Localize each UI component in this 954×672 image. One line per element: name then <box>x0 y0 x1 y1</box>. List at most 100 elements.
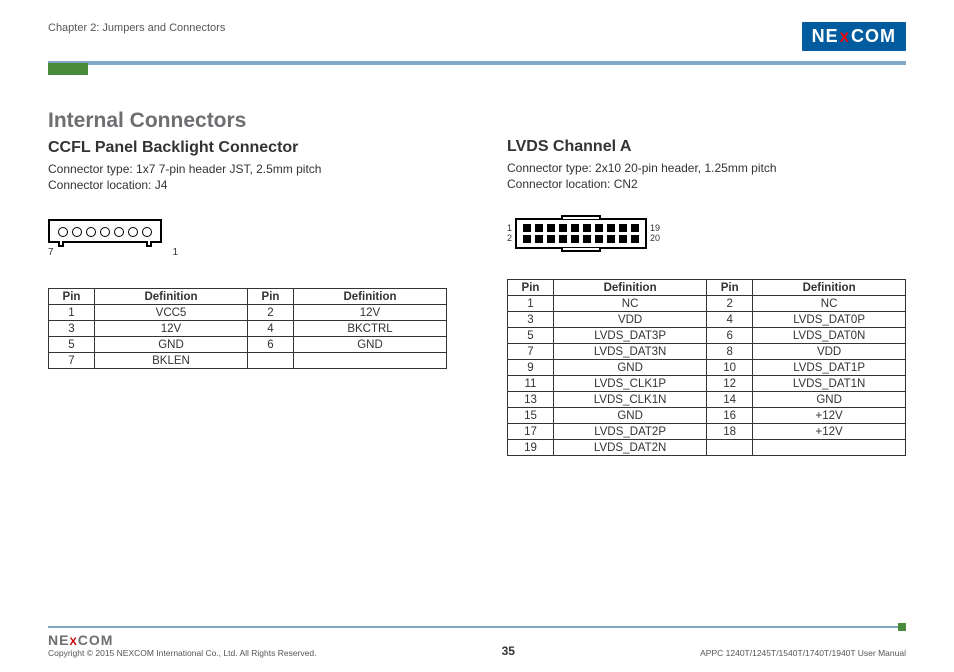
logo-post: COM <box>851 26 896 47</box>
logo-post: COM <box>78 632 114 648</box>
table-row: 7LVDS_DAT3N8VDD <box>508 344 906 360</box>
ccfl-pin-table: PinDefinitionPinDefinition 1VCC5212V312V… <box>48 288 447 369</box>
definition-cell: GND <box>294 337 447 353</box>
pin-square-icon <box>547 235 555 243</box>
definition-cell: VDD <box>554 312 707 328</box>
definition-cell: LVDS_DAT1P <box>753 360 906 376</box>
definition-cell: LVDS_DAT0N <box>753 328 906 344</box>
table-row: 17LVDS_DAT2P18+12V <box>508 424 906 440</box>
tab-icon <box>561 248 601 252</box>
lvds-connector-body <box>515 218 647 249</box>
lvds-desc-line2: Connector location: CN2 <box>507 176 906 192</box>
pin-cell: 17 <box>508 424 554 440</box>
definition-cell: LVDS_DAT2N <box>554 440 707 456</box>
pin-square-icon <box>571 235 579 243</box>
definition-cell: GND <box>753 392 906 408</box>
table-row: 312V4BKCTRL <box>49 321 447 337</box>
pin-cell: 3 <box>508 312 554 328</box>
ccfl-diagram <box>48 219 162 243</box>
pin-cell: 13 <box>508 392 554 408</box>
lvds-left-labels: 1 2 <box>507 224 512 244</box>
pin-cell: 16 <box>707 408 753 424</box>
ccfl-desc: Connector type: 1x7 7-pin header JST, 2.… <box>48 161 447 193</box>
definition-cell: GND <box>554 408 707 424</box>
pin-square-icon <box>583 224 591 232</box>
copyright-text: Copyright © 2015 NEXCOM International Co… <box>48 648 316 658</box>
definition-cell: +12V <box>753 408 906 424</box>
ccfl-title: CCFL Panel Backlight Connector <box>48 139 447 157</box>
definition-cell: BKLEN <box>95 353 248 369</box>
definition-cell: 12V <box>95 321 248 337</box>
page-number: 35 <box>502 644 515 658</box>
pin-cell: 10 <box>707 360 753 376</box>
ccfl-pin-1-label: 1 <box>172 247 178 258</box>
pin-cell: 7 <box>508 344 554 360</box>
definition-cell: +12V <box>753 424 906 440</box>
lvds-diagram: 1 2 19 20 <box>507 218 906 249</box>
pin-cell: 3 <box>49 321 95 337</box>
pin-cell: 11 <box>508 376 554 392</box>
lvds-title: LVDS Channel A <box>507 138 906 156</box>
definition-cell <box>753 440 906 456</box>
definition-cell: LVDS_DAT0P <box>753 312 906 328</box>
pin-square-icon <box>619 235 627 243</box>
definition-cell: NC <box>554 296 707 312</box>
lvds-pin-table: PinDefinitionPinDefinition 1NC2NC3VDD4LV… <box>507 279 906 456</box>
pin-cell: 8 <box>707 344 753 360</box>
definition-cell: GND <box>554 360 707 376</box>
tab-icon <box>561 215 601 219</box>
section-title: Internal Connectors <box>48 109 447 133</box>
pin-square-icon <box>523 224 531 232</box>
table-row: 1NC2NC <box>508 296 906 312</box>
footer-logo: NEXCOM <box>48 632 316 648</box>
pin-circle-icon <box>86 227 96 237</box>
table-row: 5LVDS_DAT3P6LVDS_DAT0N <box>508 328 906 344</box>
definition-cell: VDD <box>753 344 906 360</box>
pin-cell: 12 <box>707 376 753 392</box>
definition-cell: BKCTRL <box>294 321 447 337</box>
chapter-title: Chapter 2: Jumpers and Connectors <box>48 22 225 34</box>
definition-cell: GND <box>95 337 248 353</box>
ccfl-desc-line2: Connector location: J4 <box>48 177 447 193</box>
table-row: 7BKLEN <box>49 353 447 369</box>
pin-square-icon <box>595 224 603 232</box>
logo-x-icon: X <box>839 29 851 45</box>
lvds-pin-row-top <box>523 224 639 232</box>
pin-cell: 6 <box>707 328 753 344</box>
pin-circle-icon <box>142 227 152 237</box>
right-column: LVDS Channel A Connector type: 2x10 20-p… <box>507 109 906 456</box>
lvds-desc: Connector type: 2x10 20-pin header, 1.25… <box>507 160 906 192</box>
lvds-pin-20-label: 20 <box>650 234 660 244</box>
definition-cell: LVDS_DAT2P <box>554 424 707 440</box>
pin-circle-icon <box>114 227 124 237</box>
pin-cell: 6 <box>248 337 294 353</box>
pin-cell: 2 <box>248 305 294 321</box>
table-header: Definition <box>554 280 707 296</box>
logo-pre: NE <box>812 26 839 47</box>
table-row: 1VCC5212V <box>49 305 447 321</box>
doc-ref: APPC 1240T/1245T/1540T/1740T/1940T User … <box>700 648 906 658</box>
pin-cell: 9 <box>508 360 554 376</box>
pin-square-icon <box>619 224 627 232</box>
pin-cell <box>707 440 753 456</box>
pin-cell: 2 <box>707 296 753 312</box>
notch-icon <box>58 241 64 247</box>
table-header: Pin <box>508 280 554 296</box>
pin-circle-icon <box>128 227 138 237</box>
page-footer: NEXCOM Copyright © 2015 NEXCOM Internati… <box>48 626 906 658</box>
table-row: 15GND16+12V <box>508 408 906 424</box>
pin-cell: 15 <box>508 408 554 424</box>
table-header: Pin <box>248 289 294 305</box>
footer-rule <box>48 626 906 628</box>
ccfl-pin-labels: 7 1 <box>48 247 178 258</box>
header-rule <box>48 61 906 65</box>
pin-cell: 1 <box>49 305 95 321</box>
pin-circle-icon <box>72 227 82 237</box>
definition-cell: LVDS_DAT3N <box>554 344 707 360</box>
pin-square-icon <box>607 224 615 232</box>
green-tab <box>48 63 88 75</box>
logo-x-icon: X <box>69 636 77 648</box>
table-header: Definition <box>753 280 906 296</box>
pin-cell: 7 <box>49 353 95 369</box>
table-row: 5GND6GND <box>49 337 447 353</box>
